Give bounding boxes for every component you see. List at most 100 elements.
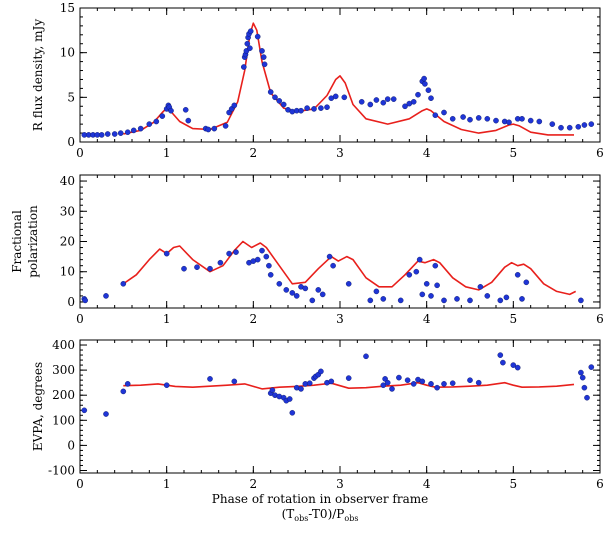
model-curve <box>123 381 575 390</box>
data-point <box>269 387 276 394</box>
x-axis-title: Phase of rotation in observer frame <box>212 492 428 506</box>
data-point <box>428 293 434 299</box>
data-point <box>514 271 521 278</box>
data-point <box>261 61 268 68</box>
data-point <box>124 381 131 387</box>
data-point <box>410 381 417 387</box>
x-tick-label: 1 <box>163 146 171 160</box>
data-point <box>163 382 170 389</box>
data-point <box>503 294 510 301</box>
y-tick-label: -100 <box>48 463 75 477</box>
data-point <box>416 256 423 263</box>
data-point <box>280 101 287 108</box>
data-point <box>260 54 267 60</box>
data-point <box>289 409 296 416</box>
x-tick-label: 4 <box>423 312 431 326</box>
data-point <box>425 87 432 93</box>
x-tick-label: 5 <box>510 477 518 491</box>
x-tick-label: 5 <box>510 312 518 326</box>
data-point <box>419 291 426 298</box>
data-point <box>514 364 521 371</box>
data-point <box>259 247 265 254</box>
data-point <box>527 117 534 124</box>
data-point <box>266 262 272 269</box>
data-point <box>168 107 174 114</box>
data-point <box>181 265 187 272</box>
data-point <box>484 116 491 122</box>
data-point <box>104 131 111 137</box>
x-tick-label: 6 <box>596 312 604 326</box>
y-tick-label: 30 <box>60 204 75 218</box>
data-point <box>510 362 517 368</box>
x-axis-subtitle: (Tobs-T0)/Pobs <box>282 507 359 523</box>
data-point <box>117 130 124 136</box>
data-point <box>404 377 411 384</box>
data-point <box>289 290 296 296</box>
data-point <box>244 40 251 47</box>
data-point <box>283 287 290 293</box>
data-point <box>428 95 434 101</box>
data-point <box>441 109 447 116</box>
data-point <box>454 296 460 302</box>
data-point <box>254 33 261 40</box>
data-point <box>579 374 586 381</box>
data-point <box>276 280 283 287</box>
y-axis-title: EVPA, degrees <box>31 362 45 451</box>
data-point <box>247 28 254 35</box>
data-point <box>506 119 512 126</box>
data-point <box>345 280 352 287</box>
y-tick-label: 40 <box>60 174 75 188</box>
data-point <box>428 381 434 387</box>
x-tick-label: 2 <box>250 312 258 326</box>
data-point <box>390 96 397 102</box>
data-point <box>267 271 274 278</box>
data-point <box>467 297 473 304</box>
x-tick-label: 1 <box>163 312 171 326</box>
data-point <box>326 253 333 260</box>
data-point <box>267 89 274 95</box>
model-curve <box>123 22 574 136</box>
data-point <box>519 116 525 122</box>
y-axis-title-line1: Fractional <box>10 210 24 273</box>
data-point <box>358 99 365 105</box>
data-point <box>432 112 439 118</box>
data-point <box>231 102 238 109</box>
data-point <box>421 75 427 82</box>
data-point <box>315 287 322 293</box>
data-point <box>419 378 426 385</box>
x-tick-label: 5 <box>510 146 518 160</box>
data-point <box>449 116 456 122</box>
data-point <box>254 256 261 263</box>
model-curve <box>122 240 577 296</box>
data-point <box>293 293 300 299</box>
x-tick-label: 0 <box>76 312 84 326</box>
data-point <box>380 382 387 389</box>
data-point <box>484 293 491 299</box>
data-point <box>146 121 153 127</box>
data-point <box>341 94 348 101</box>
data-point <box>578 369 584 376</box>
data-point <box>207 376 213 382</box>
x-tick-label: 3 <box>336 312 344 326</box>
data-point <box>153 118 160 125</box>
data-point <box>319 291 326 298</box>
x-tick-label: 6 <box>596 477 604 491</box>
data-point <box>477 283 484 290</box>
data-point <box>120 280 127 287</box>
data-point <box>441 381 447 387</box>
data-point <box>467 377 473 384</box>
data-point <box>460 114 466 120</box>
data-point <box>182 107 189 113</box>
data-point <box>363 353 369 360</box>
data-point <box>384 96 391 102</box>
data-point <box>205 126 212 133</box>
data-point <box>304 105 310 111</box>
data-point <box>137 125 144 132</box>
data-point <box>578 297 584 304</box>
data-point <box>449 380 456 387</box>
data-point <box>120 388 127 395</box>
data-point <box>130 127 137 134</box>
x-tick-label: 2 <box>250 477 258 491</box>
data-point <box>111 131 118 137</box>
data-point <box>500 359 506 366</box>
